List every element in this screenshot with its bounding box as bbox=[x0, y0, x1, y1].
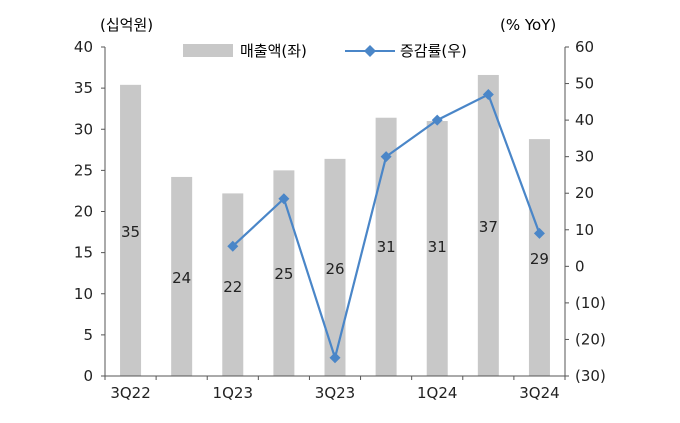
growth-point bbox=[329, 352, 341, 364]
right-tick-label: (30) bbox=[575, 367, 606, 385]
bar-data-label: 29 bbox=[530, 250, 549, 268]
bar-data-label: 26 bbox=[325, 260, 344, 278]
right-tick-label: 60 bbox=[575, 38, 594, 56]
bar-data-label: 22 bbox=[223, 278, 242, 296]
bar-3Q24 bbox=[528, 139, 550, 376]
bar-data-label: 25 bbox=[274, 265, 293, 283]
x-tick-label: 3Q23 bbox=[315, 384, 355, 402]
bar-3Q23 bbox=[324, 158, 346, 376]
bar-3Q22 bbox=[120, 84, 142, 377]
right-tick-label: 50 bbox=[575, 75, 594, 93]
growth-point bbox=[533, 227, 545, 239]
left-tick-label: 15 bbox=[74, 244, 93, 262]
left-tick-label: 25 bbox=[74, 161, 93, 179]
x-tick-label: 1Q23 bbox=[213, 384, 253, 402]
bar-1Q24 bbox=[426, 121, 448, 377]
growth-point bbox=[278, 193, 290, 205]
right-tick-label: 20 bbox=[575, 184, 594, 202]
plot-area: 0 5 10 15 20 25 30 35 40 (30) (20) (10) 0 10 20 30 40 50 6… bbox=[74, 38, 606, 402]
right-tick-label: 10 bbox=[575, 221, 594, 239]
x-tick-label: 1Q24 bbox=[417, 384, 457, 402]
right-tick-label: 0 bbox=[575, 257, 585, 275]
legend-bar-label: 매출액(좌) bbox=[240, 42, 307, 60]
left-tick-label: 30 bbox=[74, 120, 93, 138]
growth-point bbox=[482, 89, 494, 101]
right-tick-label: 40 bbox=[575, 111, 594, 129]
left-tick-label: 5 bbox=[83, 326, 93, 344]
right-tick-label: (10) bbox=[575, 294, 606, 312]
bar-2Q24 bbox=[477, 74, 499, 376]
left-tick-label: 20 bbox=[74, 203, 93, 221]
bar-1Q23 bbox=[222, 193, 244, 376]
right-tick-label: 30 bbox=[575, 148, 594, 166]
legend: 매출액(좌) 증감률(우) bbox=[183, 42, 467, 60]
growth-point bbox=[227, 240, 239, 252]
bar-data-label: 24 bbox=[172, 269, 191, 287]
bar-2Q23 bbox=[273, 170, 295, 376]
left-tick-label: 35 bbox=[74, 79, 93, 97]
legend-line-marker bbox=[364, 45, 376, 57]
right-tick-label: (20) bbox=[575, 330, 606, 348]
bar-data-label: 31 bbox=[428, 238, 447, 256]
growth-point bbox=[380, 151, 392, 163]
left-tick-label: 0 bbox=[83, 367, 93, 385]
x-tick-label: 3Q22 bbox=[110, 384, 150, 402]
legend-bar-swatch bbox=[183, 44, 233, 57]
bar-data-label: 35 bbox=[121, 223, 140, 241]
left-axis-unit-label: (십억원) bbox=[100, 16, 153, 34]
x-tick-label: 3Q24 bbox=[519, 384, 559, 402]
growth-point bbox=[431, 114, 443, 126]
bar-4Q23 bbox=[375, 117, 397, 377]
right-axis-unit-label: (% YoY) bbox=[500, 16, 556, 34]
left-tick-label: 40 bbox=[74, 38, 93, 56]
left-tick-label: 10 bbox=[74, 285, 93, 303]
bar-4Q22 bbox=[171, 176, 193, 376]
bar-data-label: 31 bbox=[377, 238, 396, 256]
bar-data-label: 37 bbox=[479, 218, 498, 236]
legend-line-label: 증감률(우) bbox=[400, 42, 467, 60]
